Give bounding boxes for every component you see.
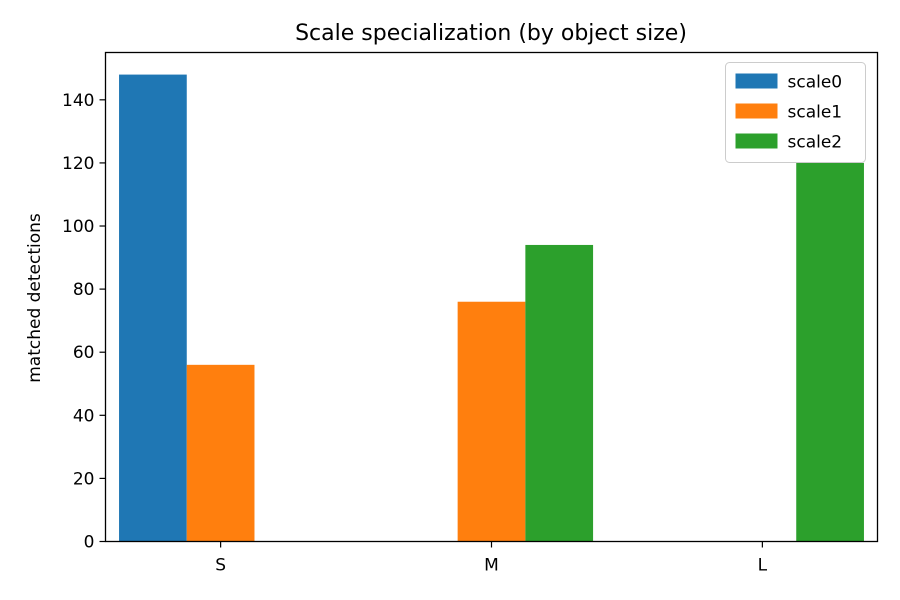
legend-swatch-scale0 bbox=[735, 73, 778, 89]
y-tick-label: 0 bbox=[84, 533, 95, 553]
bar-scale1-S bbox=[186, 364, 255, 542]
chart-title: Scale specialization (by object size) bbox=[295, 21, 687, 46]
y-axis-label: matched detections bbox=[25, 213, 45, 383]
legend-swatch-scale2 bbox=[735, 133, 778, 149]
bar-scale2-L bbox=[796, 162, 864, 542]
x-tick-label: S bbox=[215, 556, 226, 576]
legend: scale0 scale1 scale2 bbox=[725, 62, 866, 163]
y-tick-label: 20 bbox=[73, 469, 95, 489]
y-tick-label: 80 bbox=[73, 280, 95, 300]
y-tick-label: 60 bbox=[73, 343, 95, 363]
legend-label-scale2: scale2 bbox=[788, 133, 843, 153]
legend-label-scale1: scale1 bbox=[788, 103, 843, 123]
y-tick-label: 140 bbox=[62, 91, 94, 111]
bar-scale1-M bbox=[457, 301, 526, 542]
y-tick-label: 40 bbox=[73, 406, 95, 426]
y-tick-label: 120 bbox=[62, 154, 94, 174]
y-axis-ticks: 0 20 40 60 80 100 120 140 bbox=[62, 91, 106, 553]
bar-scale2-M bbox=[525, 244, 594, 542]
x-tick-label: M bbox=[484, 556, 499, 576]
legend-swatch-scale1 bbox=[735, 103, 778, 119]
y-tick-label: 100 bbox=[62, 217, 94, 237]
legend-label-scale0: scale0 bbox=[788, 73, 843, 93]
x-tick-label: L bbox=[758, 556, 768, 576]
plot-frame bbox=[104, 51, 879, 543]
bar-scale0-S bbox=[119, 74, 187, 542]
bars-group bbox=[119, 74, 864, 542]
